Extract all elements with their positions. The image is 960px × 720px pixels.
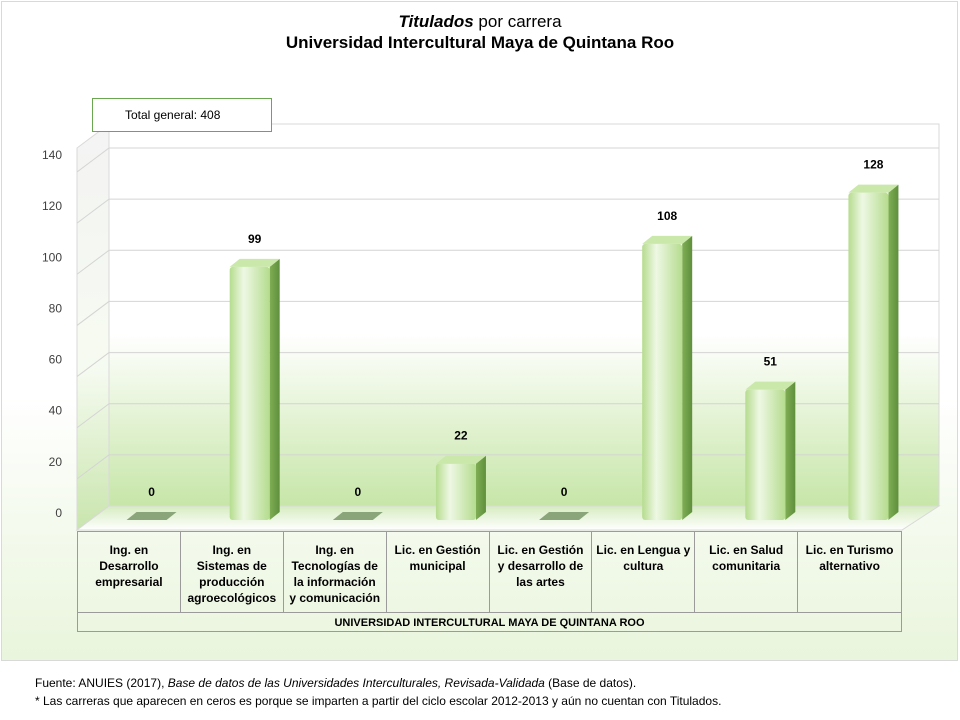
category-label-line: producción [199, 575, 265, 589]
bar-side [475, 455, 486, 520]
category-label-line: Desarrollo [99, 559, 159, 573]
category-label: Lic. en Salud comunitaria [695, 532, 799, 612]
chart-title-rest: por carrera [473, 12, 562, 31]
source-title: Base de datos de las Universidades Inter… [167, 676, 545, 690]
category-label-line: alternativo [819, 559, 880, 573]
bar [539, 512, 590, 520]
bar [848, 192, 889, 520]
category-label: Ing. en Sistemas de producción agroecológic… [181, 532, 284, 612]
category-label-line: Ing. en [212, 543, 252, 557]
category-label-line: Lic. en Gestión [394, 543, 481, 557]
category-label-line: Tecnologías de [291, 559, 378, 573]
bar [745, 389, 786, 520]
data-label: 108 [657, 209, 677, 223]
source-footnote: Fuente: ANUIES (2017), Base de datos de … [35, 676, 636, 690]
category-label-line: y desarrollo de [497, 559, 584, 573]
y-tick-label: 0 [55, 506, 62, 520]
category-label-line: Ing. en [315, 543, 355, 557]
category-label-line: agroecológicos [187, 591, 277, 605]
category-table: UNIVERSIDAD INTERCULTURAL MAYA DE QUINTA… [77, 531, 902, 632]
data-label: 128 [863, 158, 883, 172]
chart-subtitle: Universidad Intercultural Maya de Quinta… [285, 33, 675, 52]
category-label-line: Sistemas de [196, 559, 267, 573]
category-label-line: Lic. en Lengua y [596, 543, 691, 557]
side-gridline [76, 198, 110, 224]
category-label-line: la información [293, 575, 376, 589]
group-label: UNIVERSIDAD INTERCULTURAL MAYA DE QUINTA… [78, 612, 901, 633]
category-label: Ing. en Tecnologías de la información y com… [284, 532, 387, 612]
bar [126, 512, 177, 520]
y-tick-label: 40 [49, 404, 63, 418]
data-label: 22 [454, 429, 468, 443]
y-tick-label: 20 [49, 455, 63, 469]
side-gridline [76, 301, 110, 326]
category-label-line: Lic. en Salud [709, 543, 784, 557]
y-tick-label: 80 [49, 301, 63, 315]
category-label: Lic. en Lengua y cultura [592, 532, 696, 612]
bar [642, 243, 683, 521]
category-label-line: Lic. en Gestión [497, 543, 584, 557]
category-label-line: las artes [516, 575, 565, 589]
category-label-line: cultura [623, 559, 664, 573]
category-label-line: Lic. en Turismo [805, 543, 894, 557]
side-gridline [76, 403, 110, 429]
side-gridline [76, 147, 110, 173]
chart-title: Titulados por carrera [0, 12, 960, 32]
category-label-line: comunitaria [712, 559, 781, 573]
y-tick-label: 60 [49, 353, 63, 367]
data-label: 51 [764, 355, 778, 369]
y-tick-label: 140 [42, 148, 62, 162]
bar [332, 512, 383, 520]
bar-side [269, 258, 280, 520]
total-general-box: Total general: 408 [92, 98, 272, 132]
side-gridline [76, 352, 110, 377]
y-tick-label: 100 [42, 250, 62, 264]
category-label-line: Ing. en [109, 543, 149, 557]
side-gridline [76, 249, 110, 275]
data-label: 99 [248, 232, 262, 246]
data-label: 0 [354, 485, 361, 499]
category-label-line: empresarial [95, 575, 163, 589]
bar [435, 463, 476, 520]
chart-floor [75, 505, 941, 531]
source-suffix: (Base de datos). [544, 676, 637, 690]
category-label: Lic. en Gestión y desarrollo de las artes [490, 532, 593, 612]
bar-side [888, 184, 899, 520]
data-label: 0 [561, 485, 568, 499]
category-label-line: municipal [409, 559, 466, 573]
category-label: Lic. en Gestión municipal [387, 532, 490, 612]
data-label: 0 [148, 485, 155, 499]
bar-side [682, 235, 693, 521]
zero-note-footnote: * Las carreras que aparecen en ceros es … [35, 694, 722, 708]
source-prefix: Fuente: ANUIES (2017), [35, 676, 168, 690]
bar-top [642, 235, 693, 244]
bar-top [848, 184, 899, 193]
side-gridline [76, 454, 110, 480]
bar [229, 266, 270, 520]
category-label: Ing. en Desarrollo empresarial [78, 532, 181, 612]
chart-title-italic: Titulados [398, 12, 474, 31]
category-label: Lic. en Turismo alternativo [798, 532, 901, 612]
y-tick-label: 120 [42, 199, 62, 213]
bar-top [745, 381, 796, 390]
side-wall [76, 123, 110, 531]
category-label-line: y comunicación [289, 591, 381, 605]
bar-top [229, 258, 280, 267]
bar-side [785, 381, 796, 520]
bar-top [435, 455, 486, 464]
